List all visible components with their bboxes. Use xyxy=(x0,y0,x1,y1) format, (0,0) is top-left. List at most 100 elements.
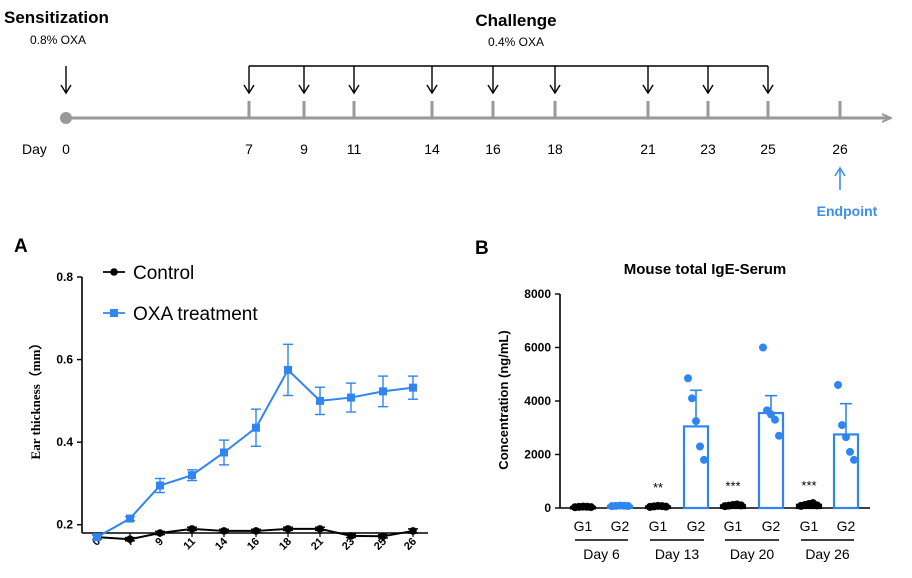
bar-point xyxy=(834,380,842,389)
sensitization-title: Sensitization xyxy=(4,8,109,27)
data-point xyxy=(93,533,101,542)
sensitization-dose: 0.8% OXA xyxy=(30,33,86,47)
bar-label: G2 xyxy=(611,518,630,534)
timeline-day-25: 25 xyxy=(760,141,776,157)
bar-point xyxy=(850,455,858,464)
panel-a-ytick-label: 0.8 xyxy=(56,270,73,284)
panel-b-ytick-label: 0 xyxy=(544,501,551,515)
timeline-day-21: 21 xyxy=(640,141,656,157)
bar-day-26-g1: G1 *** xyxy=(795,478,823,534)
bar-point xyxy=(771,415,779,424)
bar-label: G2 xyxy=(687,518,706,534)
data-point xyxy=(379,387,387,396)
group-label: Day 6 xyxy=(583,546,620,562)
timeline-day-0: 0 xyxy=(62,141,70,157)
endpoint-label: Endpoint xyxy=(817,203,878,219)
bar-label: G2 xyxy=(837,518,856,534)
timeline-ticks xyxy=(247,101,842,118)
panel-b-ytick-label: 6000 xyxy=(524,341,551,355)
timeline-day-16: 16 xyxy=(485,141,501,157)
bar-point xyxy=(737,501,745,510)
data-point xyxy=(188,525,196,533)
data-point xyxy=(156,529,164,537)
series-oxa-treatment xyxy=(92,343,418,542)
data-point xyxy=(316,396,324,405)
panel-b-ytick-label: 2000 xyxy=(524,448,551,462)
bar-point xyxy=(759,343,767,352)
data-point xyxy=(220,527,228,535)
panel-b-ytick-label: 4000 xyxy=(524,394,551,408)
significance-marker: *** xyxy=(801,478,816,493)
panel-a-xtick-label: 16 xyxy=(245,536,262,553)
challenge-arrow-head-icon xyxy=(642,84,654,95)
challenge-title: Challenge xyxy=(475,11,556,30)
challenge-arrow-head-icon xyxy=(549,84,561,95)
bar-label: G1 xyxy=(724,518,743,534)
bar-day-6-g2: G2 xyxy=(606,501,634,534)
data-point xyxy=(316,525,324,533)
data-point xyxy=(347,532,355,540)
bar-point xyxy=(775,431,783,440)
data-point xyxy=(188,471,196,480)
bar-point xyxy=(842,433,850,442)
data-point xyxy=(220,448,228,457)
challenge-arrow-head-icon xyxy=(426,84,438,95)
challenge-arrows xyxy=(60,65,774,95)
bar-day-20-g1: G1 *** xyxy=(719,479,747,534)
timeline-day-23: 23 xyxy=(700,141,716,157)
group-label: Day 20 xyxy=(730,546,775,562)
bar-label: G2 xyxy=(762,518,781,534)
panel-b-title: Mouse total IgE-Serum xyxy=(624,261,787,278)
bar-point xyxy=(813,501,821,510)
bar-point xyxy=(624,501,632,510)
series-line xyxy=(96,368,414,539)
panel-a-xtick-label: 11 xyxy=(181,536,198,553)
bar xyxy=(832,433,860,510)
bar-day-13-g1: G1 ** xyxy=(644,480,672,534)
bar-day-6-g1: G1 xyxy=(569,502,597,534)
series-control xyxy=(92,525,418,543)
bar-day-13-g2: G2 xyxy=(682,374,710,534)
day-label: Day xyxy=(22,141,47,157)
endpoint-marker: Endpoint xyxy=(817,166,878,219)
timeline: Sensitization 0.8% OXA Challenge 0.4% OX… xyxy=(4,8,890,219)
challenge-arrow-head-icon xyxy=(762,84,774,95)
bar-point xyxy=(662,502,670,511)
legend-control-label: Control xyxy=(133,263,194,284)
challenge-arrow-head-icon xyxy=(487,84,499,95)
bar-point xyxy=(587,503,595,512)
panel-a-xtick-label: 9 xyxy=(153,536,166,549)
data-point xyxy=(409,527,417,535)
panel-a-ylabel: Ear thickness（mm） xyxy=(28,337,43,460)
panel-b: B Mouse total IgE-Serum Concentration (n… xyxy=(475,238,870,562)
panel-a-label: A xyxy=(14,236,28,257)
group-label: Day 13 xyxy=(655,546,700,562)
bar-point xyxy=(838,421,846,430)
data-point xyxy=(252,527,260,535)
panel-a-xtick-label: 14 xyxy=(213,535,231,553)
bar-point xyxy=(700,455,708,464)
panel-a-xtick-label: 18 xyxy=(277,536,294,553)
timeline-day-14: 14 xyxy=(424,141,440,157)
challenge-arrow-head-icon xyxy=(243,84,255,95)
timeline-day-labels: 0 7 9 11 14 16 18 21 23 25 26 xyxy=(62,141,848,157)
bar-point xyxy=(846,447,854,456)
panel-a-xtick-label: 21 xyxy=(309,536,326,553)
timeline-origin xyxy=(60,112,72,124)
bar-label: G1 xyxy=(649,518,668,534)
panel-a-ytick-label: 0.6 xyxy=(56,353,73,367)
bar xyxy=(757,411,785,510)
bar-day-26-g2: G2 xyxy=(832,380,860,534)
panel-a-legend: Control OXA treatment xyxy=(103,263,258,325)
data-point xyxy=(126,535,134,543)
panel-b-bars: G1 G2 G1 ** G2 G1 *** G2 G1 *** G2 xyxy=(569,343,860,534)
data-point xyxy=(409,383,417,392)
significance-marker: *** xyxy=(725,479,740,494)
bar-point xyxy=(684,374,692,383)
data-point xyxy=(284,365,292,374)
panel-b-ytick-label: 8000 xyxy=(524,287,551,301)
bar-point xyxy=(688,394,696,403)
timeline-day-26: 26 xyxy=(832,141,848,157)
endpoint-arrow-head-icon xyxy=(834,166,846,177)
data-point xyxy=(284,525,292,533)
